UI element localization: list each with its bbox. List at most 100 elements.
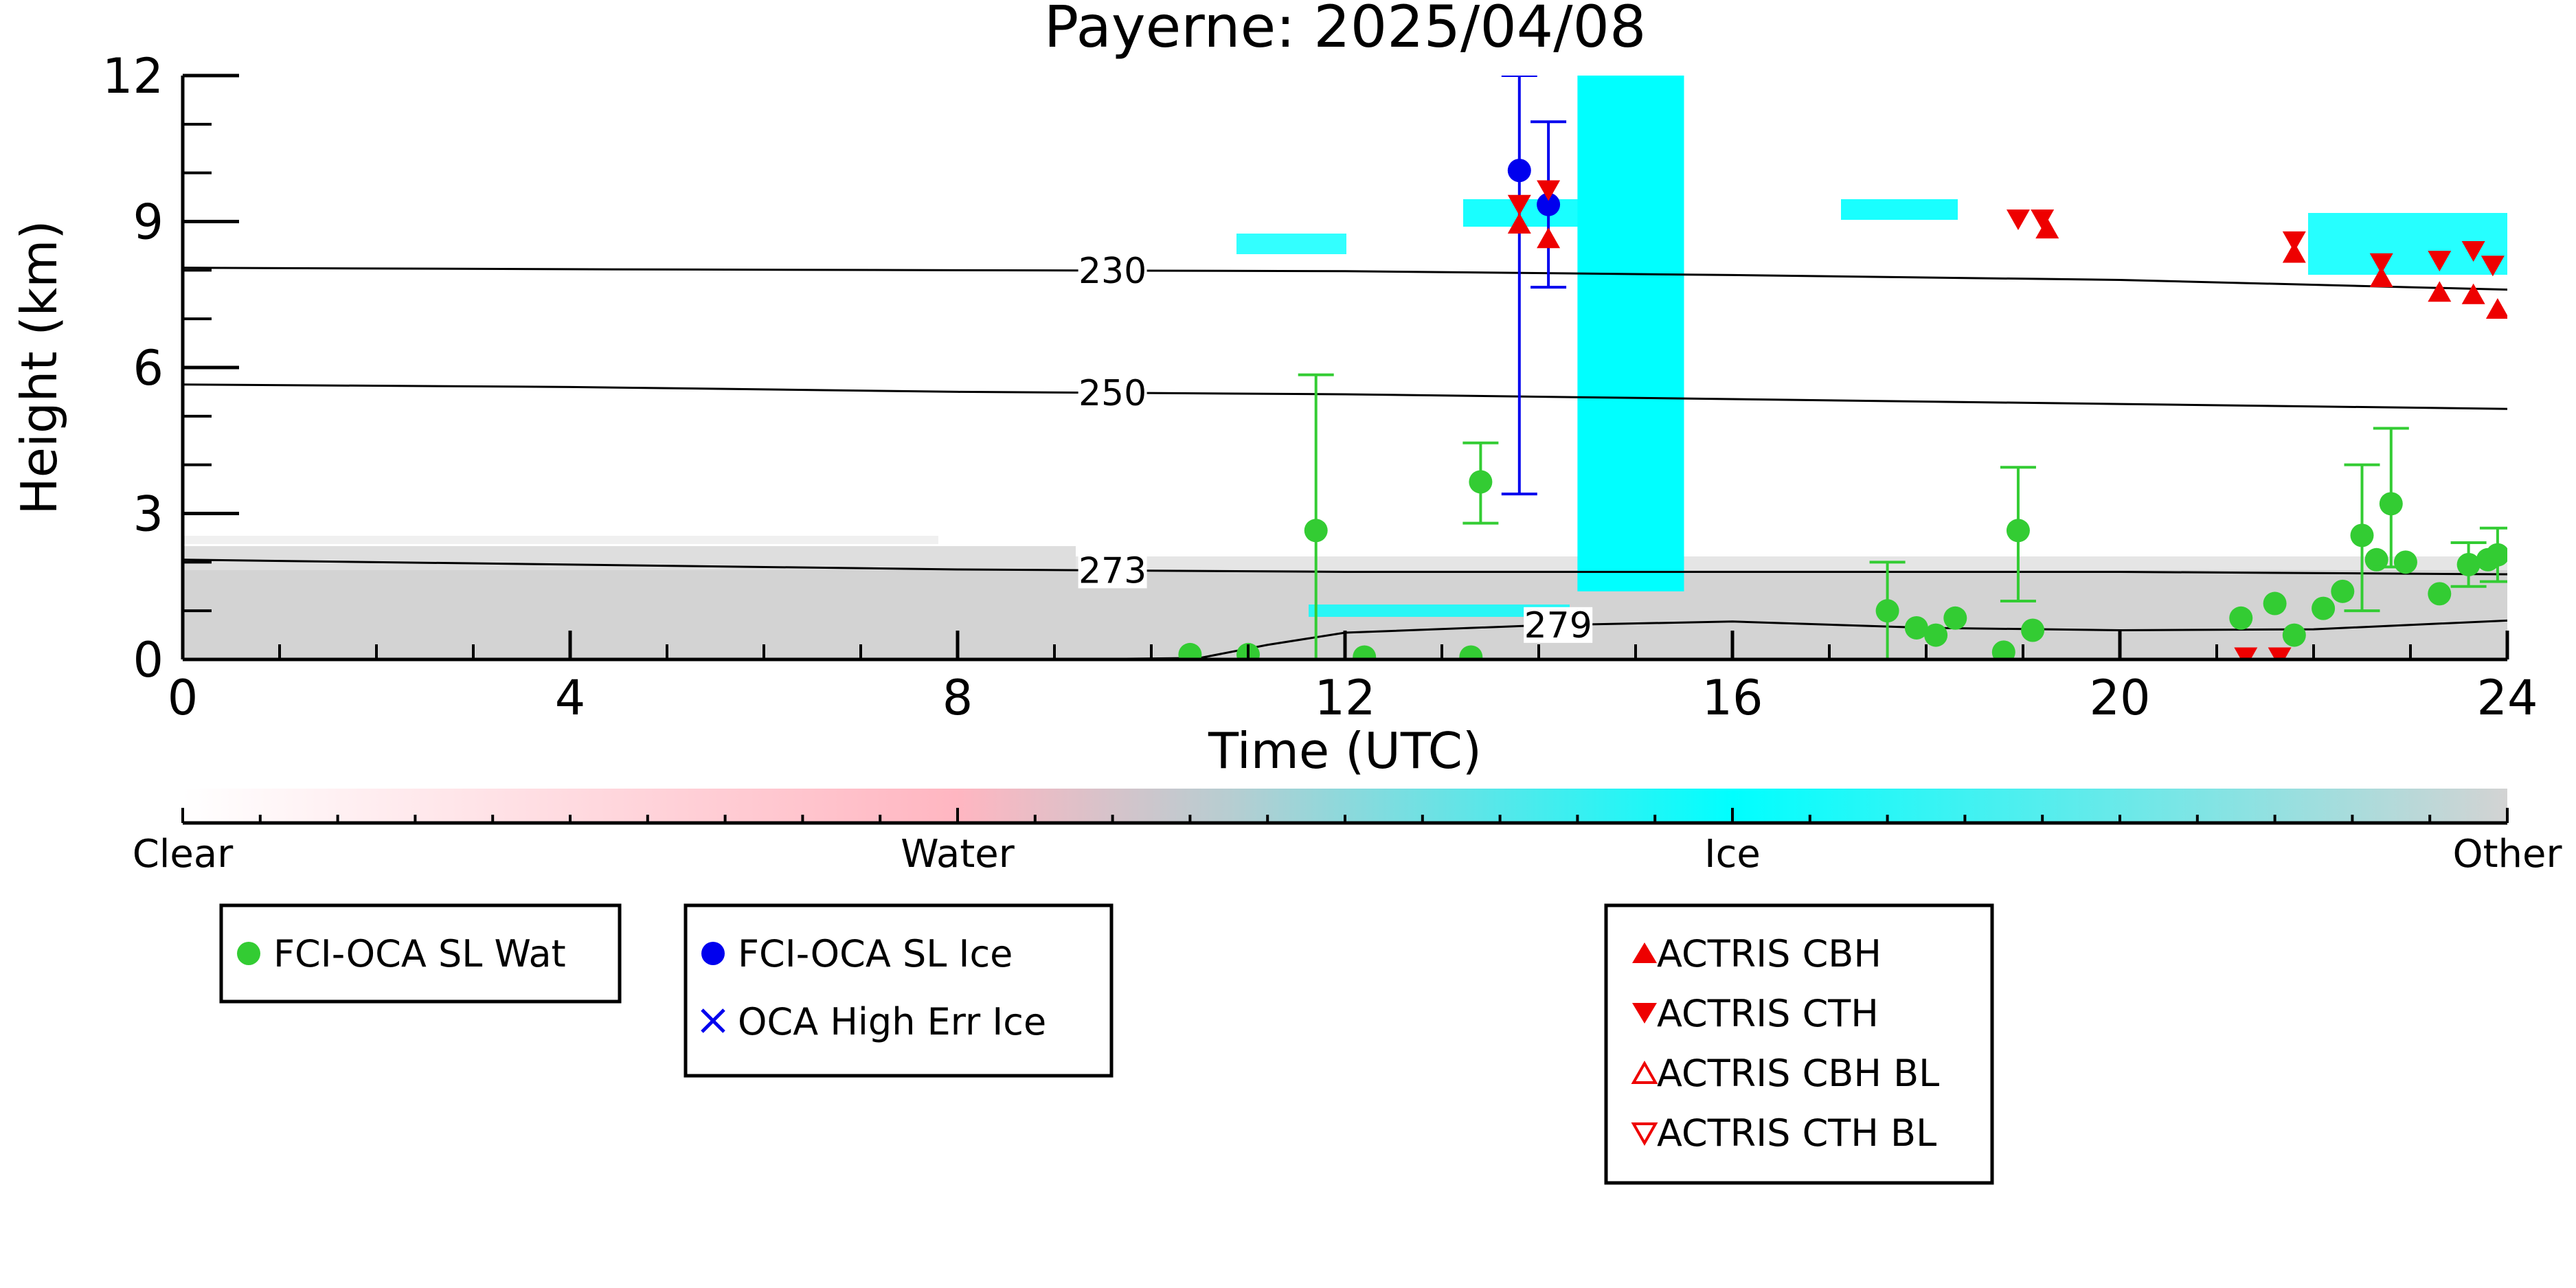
legend-ice: FCI-OCA SL Ice OCA High Err Ice: [683, 903, 1114, 1078]
plot-area: 230 250 273 279: [183, 76, 2507, 659]
data-point: [1991, 640, 2015, 659]
y-axis-label: Height (km): [10, 221, 68, 515]
data-point: [2282, 242, 2306, 263]
data-point: [1507, 213, 1531, 234]
data-point: [2369, 253, 2393, 274]
data-point: [1537, 180, 1561, 201]
data-point: [2393, 550, 2417, 574]
legend-marker-triangle-up-open: [1631, 1060, 1658, 1084]
x-axis-label: Time (UTC): [1208, 722, 1482, 780]
isotherm-label: 230: [1078, 251, 1146, 292]
legend-marker-triangle-down-open: [1631, 1122, 1658, 1146]
x-tick-label: 24: [2476, 670, 2538, 726]
isotherm-label: 250: [1078, 373, 1146, 414]
data-point: [2006, 209, 2030, 230]
legend-label: FCI-OCA SL Ice: [738, 932, 1013, 975]
x-tick-label: 0: [168, 670, 199, 726]
data-point: [1537, 192, 1561, 216]
data-point: [2379, 492, 2403, 516]
colorbar-label-other: Other: [2452, 832, 2562, 877]
data-point: [2481, 256, 2505, 277]
legend-marker-triangle-up: [1632, 942, 1657, 963]
ice-band-rect: [1577, 76, 1684, 591]
y-tick-label: 6: [133, 340, 163, 396]
legend-marker-triangle-down: [1632, 1003, 1657, 1024]
data-point: [2364, 547, 2388, 572]
y-tick-label: 0: [133, 632, 163, 688]
isotherms: 230 250 273 279: [183, 251, 2507, 659]
isotherm-label-bg: [1078, 552, 1147, 589]
data-point: [1875, 599, 1899, 623]
data-point: [2428, 281, 2452, 302]
y-tick-label: 3: [133, 486, 163, 543]
data-point: [2369, 266, 2393, 287]
data-point: [1459, 645, 1483, 659]
data-point: [2035, 218, 2059, 239]
legend-label: ACTRIS CTH: [1657, 992, 1879, 1035]
isotherm-279: [1054, 619, 2507, 659]
legend-label: ACTRIS CTH BL: [1657, 1111, 1936, 1155]
data-point: [1924, 623, 1948, 647]
isotherm-273: [183, 558, 2507, 576]
data-point: [2031, 209, 2055, 230]
data-point: [2428, 582, 2452, 606]
data-point: [2350, 523, 2374, 547]
colorbar-label-clear: Clear: [133, 832, 234, 877]
isotherm-label: 273: [1078, 550, 1146, 591]
legend-marker-circle: [701, 942, 725, 965]
y-tick-label: 12: [102, 48, 163, 104]
legend-label: ACTRIS CBH: [1657, 932, 1882, 975]
data-point: [2312, 596, 2336, 620]
isotherm-250: [183, 383, 2507, 410]
x-tick-label: 8: [942, 670, 973, 726]
x-tick-label: 12: [1314, 670, 1375, 726]
legend-label: ACTRIS CBH BL: [1657, 1052, 1939, 1095]
data-point: [1943, 606, 1967, 630]
isotherm-label: 279: [1524, 605, 1592, 646]
data-point: [2485, 543, 2507, 567]
data-point: [1178, 642, 1202, 659]
isotherm-230: [183, 267, 2507, 291]
legend-label: FCI-OCA SL Wat: [273, 932, 566, 975]
data-point: [1537, 227, 1561, 249]
colorbar-ticks: [181, 808, 2509, 825]
legend-marker-x: [701, 1008, 725, 1033]
axes: 0 4 8 12 16 20 24 0 3 6 9 12: [102, 48, 2538, 726]
ice-patches: [1236, 199, 2507, 617]
x-tick-label: 16: [1702, 670, 1763, 726]
colorbar: Clear Water Ice Other: [133, 789, 2562, 877]
legend-label: OCA High Err Ice: [738, 1000, 1046, 1043]
chart-title: Payerne: 2025/04/08: [1044, 0, 1647, 60]
ice-band: [1577, 76, 1684, 591]
data-point: [1469, 470, 1493, 494]
colorbar-label-ice: Ice: [1704, 832, 1761, 877]
series: [1178, 76, 2507, 659]
data-point: [2229, 606, 2253, 630]
data-point: [1507, 194, 1531, 216]
isotherm-label-bg: [1078, 252, 1147, 289]
data-point: [2456, 552, 2481, 576]
data-point: [2006, 519, 2030, 543]
data-point: [2268, 647, 2292, 659]
data-point: [2461, 283, 2485, 304]
x-tick-label: 20: [2089, 670, 2150, 726]
data-point: [1904, 615, 1928, 640]
data-point: [2331, 579, 2355, 603]
data-point: [2021, 618, 2045, 642]
legend-actris: ACTRIS CBH ACTRIS CTH ACTRIS CBH BL ACTR…: [1604, 903, 1994, 1185]
data-point: [2282, 231, 2306, 252]
x-tick-label: 4: [555, 670, 586, 726]
data-point: [2428, 251, 2452, 272]
legend-marker-circle: [237, 942, 260, 965]
data-point: [1304, 519, 1328, 543]
data-point: [1507, 159, 1531, 183]
data-point: [2263, 591, 2287, 615]
data-point: [2282, 623, 2306, 647]
isotherm-label-bg: [1078, 374, 1147, 411]
data-point: [2485, 298, 2507, 319]
data-point: [2234, 647, 2258, 659]
data-point: [1353, 645, 1377, 659]
y-tick-label: 9: [133, 194, 163, 251]
data-point: [2461, 241, 2485, 262]
